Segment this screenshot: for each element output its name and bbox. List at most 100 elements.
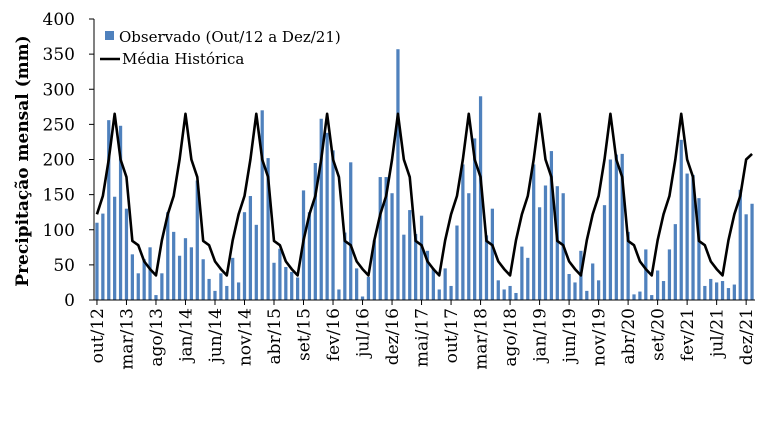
bar <box>626 231 630 300</box>
y-tick-label: 0 <box>64 291 75 311</box>
bar <box>496 280 500 300</box>
x-tick-label: abr/15 <box>265 308 285 365</box>
legend-label-observado: Observado (Out/12 a Dez/21) <box>119 28 341 46</box>
bar <box>355 268 359 300</box>
bar <box>644 249 648 300</box>
bar <box>526 257 530 300</box>
bar <box>673 224 677 300</box>
bar <box>390 193 394 300</box>
bar <box>414 233 418 300</box>
bar <box>744 214 748 300</box>
bar <box>325 132 329 300</box>
x-tick-label: ago/18 <box>501 308 521 367</box>
bar <box>313 163 317 300</box>
legend: Observado (Out/12 a Dez/21) Média Histór… <box>100 28 341 68</box>
bar <box>402 234 406 300</box>
x-tick-label: jun/14 <box>206 308 226 365</box>
x-tick-label: dez/21 <box>737 308 757 365</box>
bar <box>567 274 571 300</box>
bar <box>508 285 512 300</box>
bar <box>319 118 323 300</box>
bar <box>431 268 435 300</box>
x-tick-label: dez/16 <box>383 308 403 365</box>
bar <box>732 284 736 300</box>
bar <box>113 196 117 300</box>
line-series <box>95 112 753 277</box>
x-tick-label: set/20 <box>649 308 669 361</box>
bar <box>183 238 188 300</box>
bar <box>177 255 182 300</box>
x-tick-label: fev/21 <box>678 308 698 361</box>
bar <box>691 174 695 300</box>
bar <box>614 154 618 300</box>
bar <box>443 268 447 300</box>
bar <box>290 271 294 300</box>
bar <box>136 273 140 300</box>
bar <box>201 259 205 300</box>
bar <box>726 288 731 300</box>
bar <box>349 162 353 300</box>
bar <box>720 281 725 300</box>
x-tick-label: mai/17 <box>413 308 433 367</box>
bar <box>520 246 524 300</box>
y-tick-label: 150 <box>43 186 75 206</box>
y-tick-label: 250 <box>43 115 75 135</box>
bar <box>461 164 465 300</box>
bar <box>360 296 365 300</box>
bar <box>473 138 477 300</box>
bar <box>284 266 288 300</box>
bar <box>555 186 559 300</box>
legend-label-media: Média Histórica <box>122 50 244 68</box>
bar <box>620 153 624 300</box>
bar <box>366 276 371 300</box>
bar <box>425 250 430 300</box>
x-tick-label: nov/19 <box>590 308 610 366</box>
bar <box>337 289 341 300</box>
y-tick-label: 350 <box>43 45 75 65</box>
y-tick-label: 300 <box>43 80 75 100</box>
x-tick-label: mar/18 <box>472 308 492 370</box>
bar <box>95 222 99 300</box>
bar <box>709 278 713 300</box>
x-tick-label: fev/16 <box>324 308 344 361</box>
bar <box>591 263 595 300</box>
bar <box>148 247 152 300</box>
x-tick-label: jun/19 <box>560 308 580 365</box>
bar <box>685 173 689 300</box>
bar <box>142 259 146 300</box>
y-ticks: 0 50 100 150 200 250 300 350 400 <box>43 10 94 311</box>
y-tick-label: 200 <box>43 151 75 171</box>
x-tick-label: nov/14 <box>236 308 256 366</box>
legend-swatch-observado <box>105 31 114 40</box>
bar <box>272 262 276 300</box>
bar <box>638 291 642 300</box>
bar <box>543 185 548 300</box>
bar <box>118 125 123 300</box>
bar <box>650 295 654 300</box>
bar <box>490 208 494 300</box>
bar <box>697 198 701 300</box>
bar <box>107 120 111 300</box>
x-tick-label: set/15 <box>295 308 315 361</box>
axes <box>93 19 755 301</box>
x-tick-label: jul/16 <box>354 308 374 359</box>
y-tick-label: 50 <box>53 256 75 276</box>
x-tick-label: abr/20 <box>619 308 639 365</box>
bar <box>154 295 158 300</box>
bar <box>467 193 471 300</box>
line-path <box>95 112 753 277</box>
bar <box>608 159 613 300</box>
bar <box>455 225 459 300</box>
bar <box>419 215 424 300</box>
bar <box>207 278 211 300</box>
bar <box>656 270 660 300</box>
bar <box>396 49 400 301</box>
bar <box>254 224 258 300</box>
bar <box>295 277 300 300</box>
bar <box>195 180 199 300</box>
bar <box>384 177 388 300</box>
bar <box>738 189 742 300</box>
bar <box>231 257 235 300</box>
bar <box>408 210 412 300</box>
